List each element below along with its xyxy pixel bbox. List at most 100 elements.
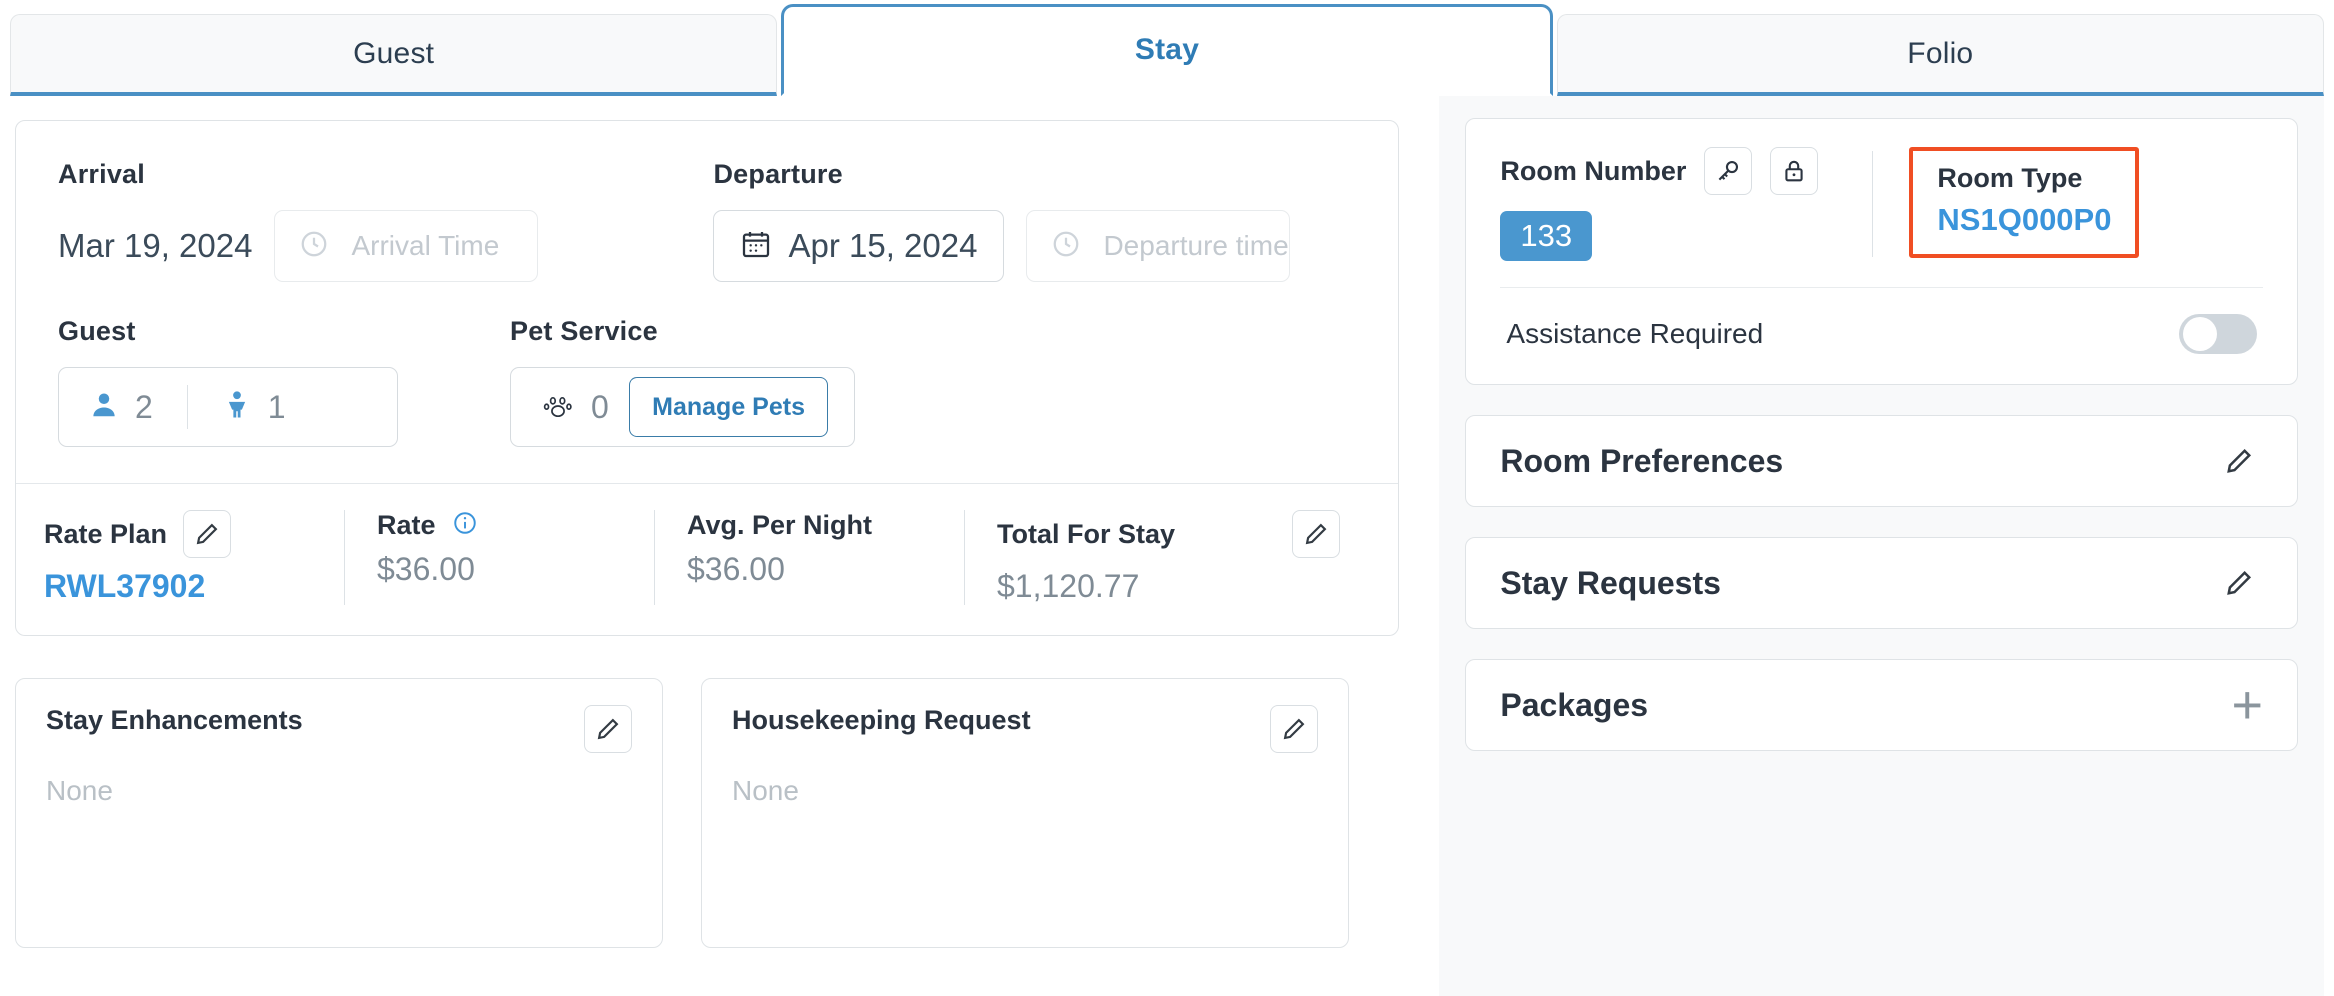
calendar-icon xyxy=(740,228,772,265)
arrival-time-input[interactable]: Arrival Time xyxy=(274,210,539,282)
total-for-stay-cell: Total For Stay $1,120.77 xyxy=(964,510,1370,605)
stay-enhancements-title: Stay Enhancements xyxy=(46,705,303,735)
edit-stay-enhancements-button[interactable] xyxy=(584,705,632,753)
tab-guest[interactable]: Guest xyxy=(10,14,778,96)
packages-title: Packages xyxy=(1500,686,1649,723)
child-count-value: 1 xyxy=(267,388,286,425)
tab-bar: Guest Stay Folio xyxy=(0,0,2334,96)
child-icon xyxy=(222,390,252,425)
child-count: 1 xyxy=(222,389,286,426)
rate-plan-cell: Rate Plan RWL37902 xyxy=(44,510,344,605)
room-number-head: Room Number xyxy=(1500,147,1819,195)
arrival-date[interactable]: Mar 19, 2024 xyxy=(58,227,253,264)
bottom-cards-row: Stay Enhancements None Housekeeping Requ… xyxy=(15,678,1399,948)
lock-icon[interactable] xyxy=(1770,147,1819,195)
avg-per-night-value: $36.00 xyxy=(687,551,785,587)
rate-cell: Rate $36.00 xyxy=(344,510,654,605)
assistance-required-toggle[interactable] xyxy=(2179,314,2257,354)
room-number-badge[interactable]: 133 xyxy=(1500,211,1593,261)
total-for-stay-label: Total For Stay xyxy=(997,518,1176,549)
room-number-label: Room Number xyxy=(1500,155,1687,186)
assistance-required-row: Assistance Required xyxy=(1500,287,2263,358)
departure-controls: Apr 15, 2024 Departure time xyxy=(713,210,1291,282)
tab-stay-label: Stay xyxy=(1134,33,1200,66)
edit-total-button[interactable] xyxy=(1292,510,1341,558)
dates-and-occupancy: Arrival Mar 19, 2024 Arrival Time xyxy=(16,121,1398,447)
departure-time-placeholder: Departure time xyxy=(1103,230,1289,261)
avg-per-night-label: Avg. Per Night xyxy=(687,510,873,540)
room-info-card: Room Number xyxy=(1465,118,2298,385)
housekeeping-head: Housekeeping Request xyxy=(732,705,1318,753)
adult-icon xyxy=(89,390,119,425)
room-sidebar: Room Number xyxy=(1439,96,2324,996)
arrival-label: Arrival xyxy=(58,159,145,189)
stay-requests-title: Stay Requests xyxy=(1500,564,1721,601)
avg-head: Avg. Per Night xyxy=(687,510,934,541)
edit-rate-plan-button[interactable] xyxy=(183,510,232,558)
stay-enhancements-value: None xyxy=(46,775,113,806)
rate-summary-row: Rate Plan RWL37902 Rate xyxy=(16,483,1399,635)
rate-head: Rate xyxy=(377,510,624,541)
departure-date-picker[interactable]: Apr 15, 2024 xyxy=(713,210,1005,282)
room-row: Room Number xyxy=(1500,147,2263,261)
tab-guest-label: Guest xyxy=(353,36,435,70)
arrival-group: Arrival Mar 19, 2024 Arrival Time xyxy=(58,159,539,282)
rate-label: Rate xyxy=(377,510,436,540)
housekeeping-request-title: Housekeeping Request xyxy=(732,705,1031,735)
toggle-knob xyxy=(2183,317,2217,351)
clock-icon xyxy=(299,229,329,264)
rate-plan-head: Rate Plan xyxy=(44,510,314,558)
departure-group: Departure xyxy=(713,159,1291,282)
stay-summary-card: Arrival Mar 19, 2024 Arrival Time xyxy=(15,120,1400,636)
departure-date: Apr 15, 2024 xyxy=(788,227,978,264)
occupancy-row: Guest 2 xyxy=(58,316,1356,447)
stay-requests-section[interactable]: Stay Requests xyxy=(1465,537,2298,629)
room-type-value[interactable]: NS1Q000P0 xyxy=(1937,202,2112,237)
pet-count-value: 0 xyxy=(591,388,609,425)
page-body: Arrival Mar 19, 2024 Arrival Time xyxy=(0,96,2334,996)
pet-service-controls: 0 Manage Pets xyxy=(510,367,855,447)
departure-time-input[interactable]: Departure time xyxy=(1026,210,1291,282)
room-preferences-title: Room Preferences xyxy=(1500,442,1784,479)
rate-plan-label: Rate Plan xyxy=(44,518,168,549)
key-icon[interactable] xyxy=(1704,147,1753,195)
guest-group: Guest 2 xyxy=(58,316,398,447)
total-for-stay-value: $1,120.77 xyxy=(997,568,1140,604)
tab-folio[interactable]: Folio xyxy=(1556,14,2324,96)
rate-value: $36.00 xyxy=(377,551,475,587)
edit-housekeeping-request-button[interactable] xyxy=(1270,705,1318,753)
stay-details-column: Arrival Mar 19, 2024 Arrival Time xyxy=(10,96,1400,996)
adult-count-value: 2 xyxy=(135,388,153,425)
housekeeping-request-value: None xyxy=(732,775,799,806)
room-preferences-section[interactable]: Room Preferences xyxy=(1465,415,2298,507)
paw-icon xyxy=(541,390,575,425)
stay-enhancements-head: Stay Enhancements xyxy=(46,705,632,753)
avg-per-night-cell: Avg. Per Night $36.00 xyxy=(654,510,964,605)
clock-icon xyxy=(1051,229,1081,264)
room-type-label: Room Type xyxy=(1937,163,2083,193)
add-package-icon[interactable]: + xyxy=(2231,675,2263,735)
housekeeping-request-card: Housekeeping Request None xyxy=(701,678,1349,948)
guest-controls: 2 1 xyxy=(58,367,398,447)
divider xyxy=(1872,151,1874,257)
tab-folio-label: Folio xyxy=(1907,36,1974,70)
tab-stay[interactable]: Stay xyxy=(781,4,1553,96)
rate-plan-value[interactable]: RWL37902 xyxy=(44,568,206,604)
edit-stay-requests-button[interactable] xyxy=(2215,559,2263,607)
packages-section[interactable]: Packages + xyxy=(1465,659,2298,751)
guest-label: Guest xyxy=(58,316,136,346)
departure-label: Departure xyxy=(713,159,843,189)
room-number-group: Room Number xyxy=(1500,147,1819,261)
assistance-required-label: Assistance Required xyxy=(1506,318,1764,349)
arrival-time-placeholder: Arrival Time xyxy=(351,230,500,261)
edit-room-preferences-button[interactable] xyxy=(2215,437,2263,485)
manage-pets-button[interactable]: Manage Pets xyxy=(629,377,828,437)
adult-count: 2 xyxy=(89,389,153,426)
pet-count-selector[interactable]: 0 Manage Pets xyxy=(510,367,855,447)
room-type-highlight: Room Type NS1Q000P0 xyxy=(1909,147,2140,258)
info-icon[interactable] xyxy=(452,510,478,541)
pet-count: 0 xyxy=(541,389,609,426)
dates-row: Arrival Mar 19, 2024 Arrival Time xyxy=(58,159,1356,282)
pet-service-label: Pet Service xyxy=(510,316,658,346)
guest-count-selector[interactable]: 2 1 xyxy=(58,367,398,447)
